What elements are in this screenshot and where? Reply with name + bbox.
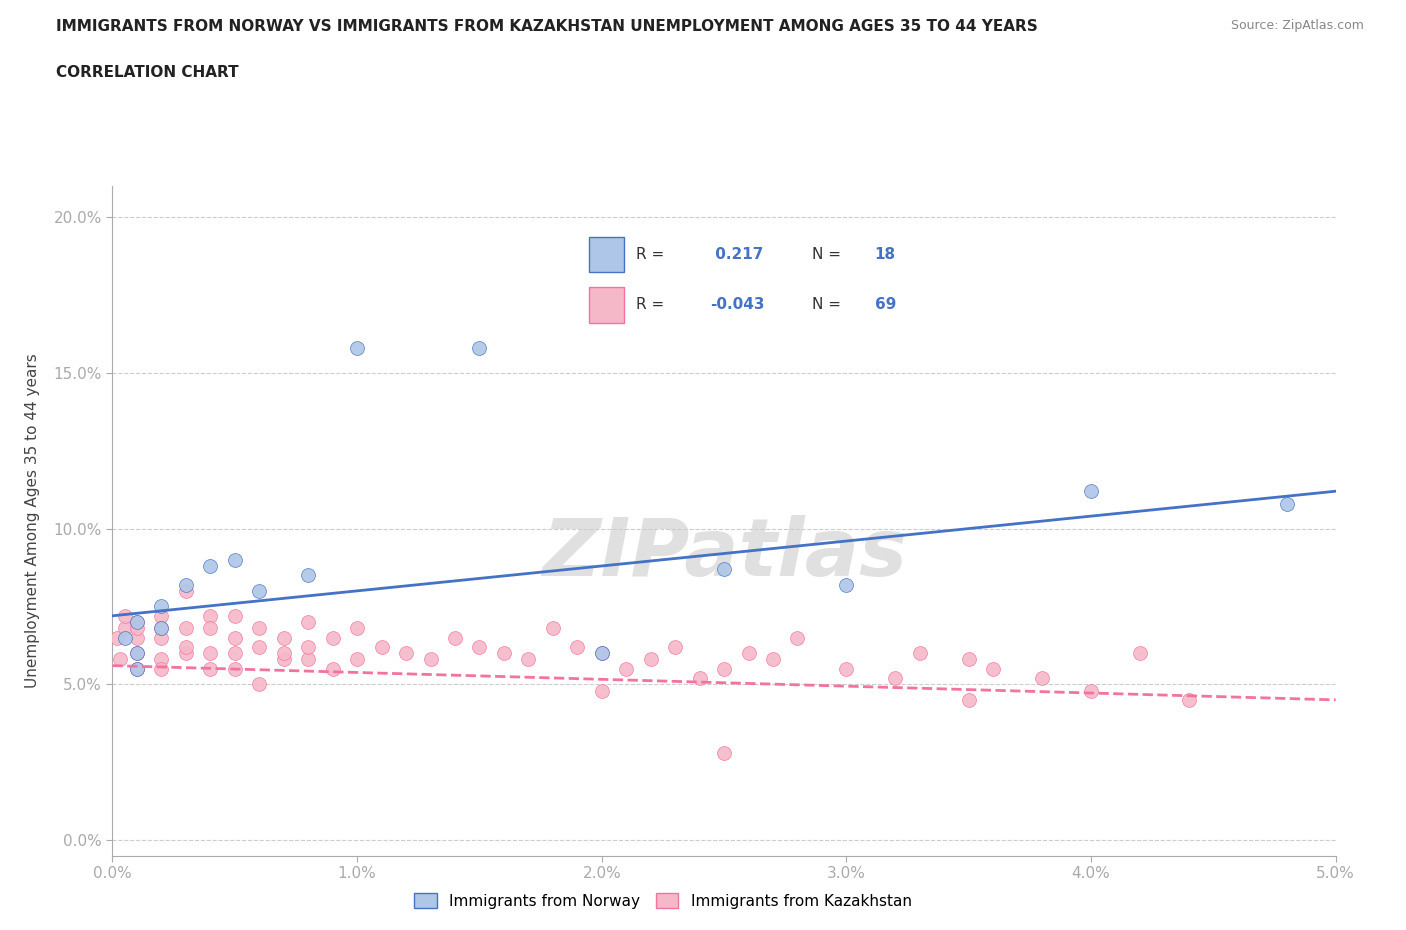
Point: [689, 671, 711, 685]
Point: [247, 677, 270, 692]
Point: [125, 661, 148, 676]
Point: [150, 599, 173, 614]
Point: [174, 645, 197, 660]
Text: IMMIGRANTS FROM NORWAY VS IMMIGRANTS FROM KAZAKHSTAN UNEMPLOYMENT AMONG AGES 35 : IMMIGRANTS FROM NORWAY VS IMMIGRANTS FRO…: [56, 19, 1038, 33]
Point: [591, 645, 613, 660]
Point: [174, 621, 197, 636]
Text: CORRELATION CHART: CORRELATION CHART: [56, 65, 239, 80]
Point: [297, 568, 319, 583]
Point: [1080, 484, 1102, 498]
Point: [247, 640, 270, 655]
Point: [322, 661, 344, 676]
Text: Source: ZipAtlas.com: Source: ZipAtlas.com: [1230, 19, 1364, 32]
Point: [444, 631, 467, 645]
Point: [908, 645, 931, 660]
Point: [273, 631, 295, 645]
Point: [125, 631, 148, 645]
Point: [981, 661, 1004, 676]
Point: [125, 615, 148, 630]
Point: [322, 631, 344, 645]
Point: [224, 645, 246, 660]
Point: [273, 645, 295, 660]
Point: [713, 661, 735, 676]
Point: [224, 661, 246, 676]
Point: [150, 652, 173, 667]
Point: [125, 661, 148, 676]
Point: [468, 640, 491, 655]
Point: [114, 621, 136, 636]
Point: [150, 621, 173, 636]
Point: [713, 562, 735, 577]
Text: ZIPatlas: ZIPatlas: [541, 515, 907, 593]
Point: [541, 621, 564, 636]
Point: [297, 615, 319, 630]
Point: [200, 661, 222, 676]
Point: [419, 652, 441, 667]
Point: [150, 631, 173, 645]
Point: [517, 652, 540, 667]
Point: [713, 745, 735, 760]
Point: [247, 621, 270, 636]
Point: [224, 608, 246, 623]
Point: [108, 652, 131, 667]
Point: [957, 652, 980, 667]
Point: [591, 645, 613, 660]
Point: [105, 631, 128, 645]
Point: [640, 652, 662, 667]
Point: [1031, 671, 1053, 685]
Point: [114, 608, 136, 623]
Point: [1178, 693, 1201, 708]
Point: [786, 631, 808, 645]
Point: [591, 684, 613, 698]
Point: [150, 608, 173, 623]
Point: [125, 645, 148, 660]
Point: [1080, 684, 1102, 698]
Point: [200, 608, 222, 623]
Point: [492, 645, 515, 660]
Point: [224, 631, 246, 645]
Point: [247, 583, 270, 598]
Point: [835, 578, 858, 592]
Point: [762, 652, 785, 667]
Point: [200, 559, 222, 574]
Point: [370, 640, 392, 655]
Point: [1129, 645, 1152, 660]
Point: [835, 661, 858, 676]
Point: [174, 583, 197, 598]
Point: [297, 652, 319, 667]
Point: [125, 615, 148, 630]
Point: [297, 640, 319, 655]
Y-axis label: Unemployment Among Ages 35 to 44 years: Unemployment Among Ages 35 to 44 years: [25, 353, 39, 688]
Point: [125, 645, 148, 660]
Point: [957, 693, 980, 708]
Point: [174, 640, 197, 655]
Point: [1275, 497, 1298, 512]
Point: [174, 578, 197, 592]
Point: [224, 552, 246, 567]
Point: [125, 621, 148, 636]
Point: [114, 631, 136, 645]
Point: [395, 645, 418, 660]
Point: [346, 340, 368, 355]
Point: [346, 621, 368, 636]
Point: [737, 645, 759, 660]
Point: [614, 661, 637, 676]
Point: [150, 661, 173, 676]
Point: [346, 652, 368, 667]
Point: [567, 640, 589, 655]
Point: [664, 640, 686, 655]
Point: [150, 621, 173, 636]
Point: [468, 340, 491, 355]
Point: [884, 671, 907, 685]
Point: [273, 652, 295, 667]
Point: [200, 645, 222, 660]
Legend: Immigrants from Norway, Immigrants from Kazakhstan: Immigrants from Norway, Immigrants from …: [408, 886, 918, 915]
Point: [200, 621, 222, 636]
